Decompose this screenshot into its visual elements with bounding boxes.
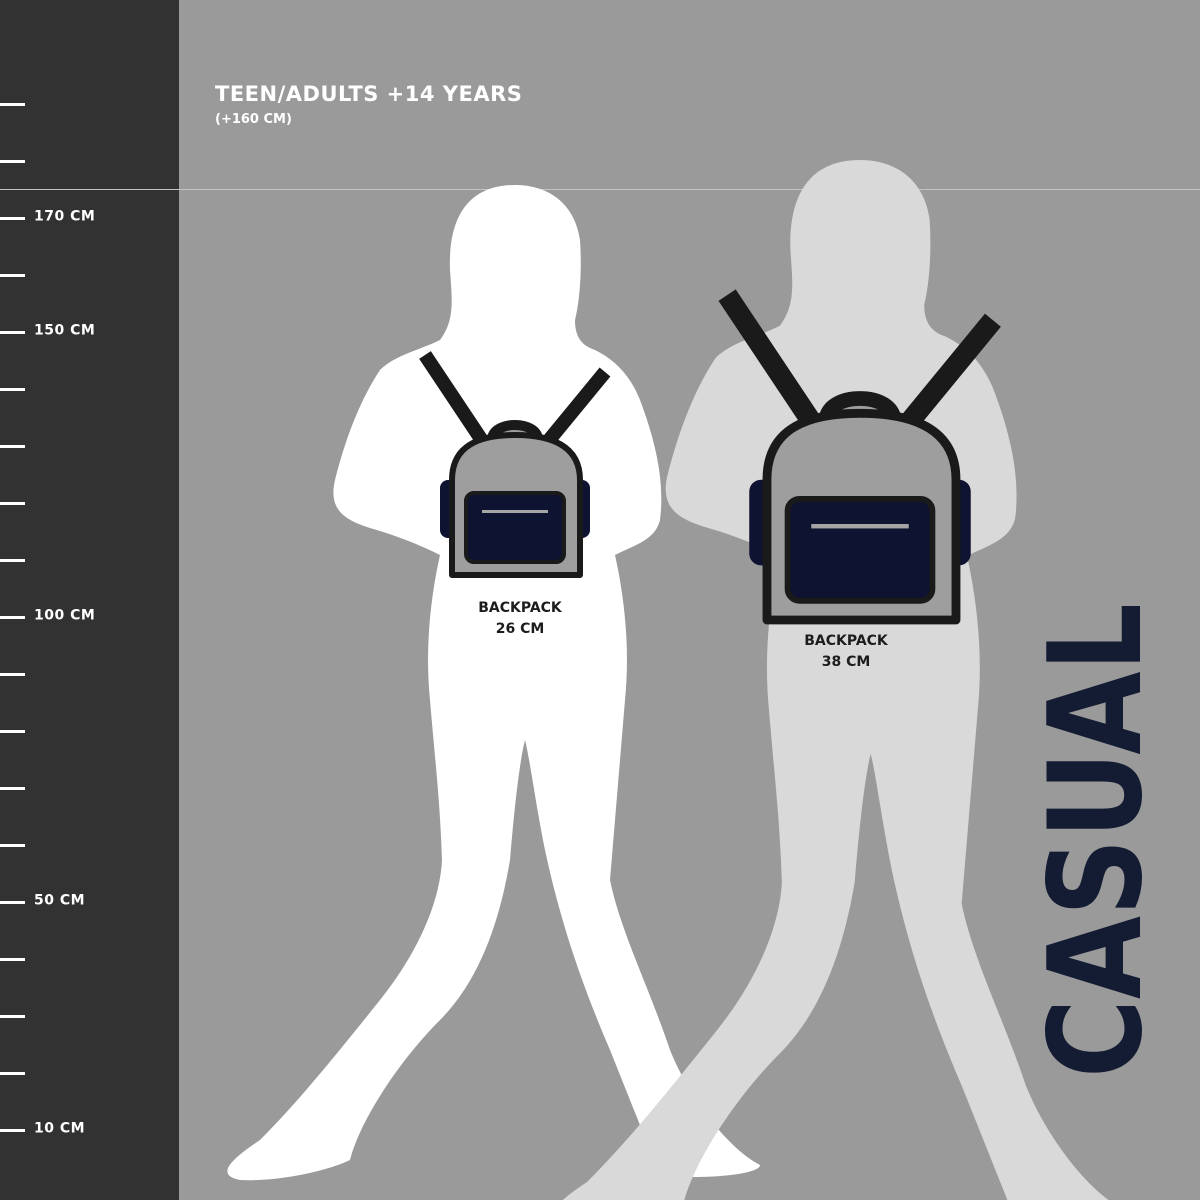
ruler-tick: [0, 844, 25, 847]
ruler-tick: [0, 1129, 25, 1132]
ruler-tick: [0, 103, 25, 106]
height-reference-line: [0, 189, 1200, 190]
figure-adult-small: [227, 185, 760, 1181]
ruler-tick: [0, 616, 25, 619]
ruler-tick: [0, 958, 25, 961]
ruler-tick: [0, 901, 25, 904]
ruler-tick: [0, 787, 25, 790]
ruler-tick: [0, 559, 25, 562]
ruler-tick: [0, 1015, 25, 1018]
ruler-tick-label: 100 CM: [34, 607, 96, 624]
backpack-label-size: 26 CM: [495, 621, 545, 637]
height-ruler: [0, 0, 179, 1200]
backpack-label-line1: BACKPACK: [804, 633, 888, 649]
ruler-tick: [0, 274, 25, 277]
backpack-label-size: 38 CM: [821, 654, 871, 670]
ruler-tick: [0, 445, 25, 448]
ruler-tick-label: 150 CM: [34, 322, 96, 339]
ruler-tick: [0, 1072, 25, 1075]
ruler-tick: [0, 730, 25, 733]
ruler-tick-label: 170 CM: [34, 208, 96, 225]
backpack-38cm-label: BACKPACK 38 CM: [776, 631, 916, 673]
ruler-tick: [0, 331, 25, 334]
brand-word-casual: CASUAL: [1022, 603, 1171, 1078]
ruler-tick: [0, 217, 25, 220]
ruler-tick-label: 50 CM: [34, 892, 86, 909]
ruler-tick: [0, 388, 25, 391]
ruler-tick-label: 10 CM: [34, 1120, 86, 1137]
ruler-tick: [0, 502, 25, 505]
ruler-tick: [0, 673, 25, 676]
ruler-tick: [0, 160, 25, 163]
page-subtitle: (+160 CM): [215, 112, 292, 127]
page-title: TEEN/ADULTS +14 YEARS: [215, 82, 523, 106]
backpack-26cm-label: BACKPACK 26 CM: [450, 598, 590, 640]
backpack-label-line1: BACKPACK: [478, 600, 562, 616]
